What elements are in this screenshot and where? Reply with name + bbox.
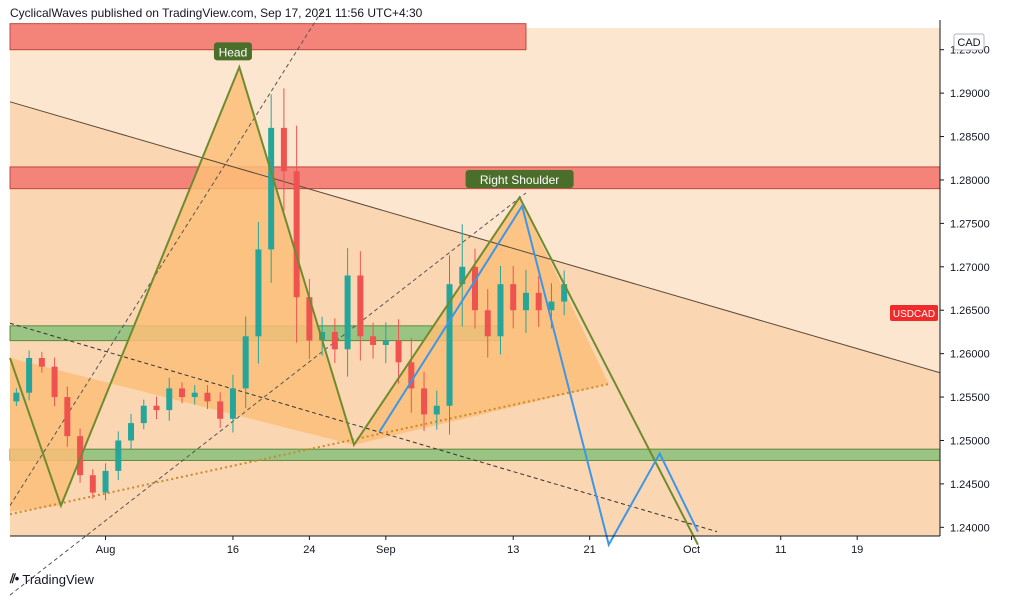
candle-body [472, 266, 478, 311]
candle-body [382, 340, 389, 345]
candle-body [268, 127, 275, 250]
candle-body [64, 397, 71, 437]
candle-body [548, 301, 555, 311]
x-tick-label: Sep [376, 544, 396, 556]
candle-body [331, 331, 338, 350]
candle-body [433, 405, 440, 415]
upper-trendline [9, 101, 941, 374]
candle-body [522, 292, 529, 311]
y-tick-label: 1.27500 [950, 218, 990, 230]
candle-body [319, 331, 326, 341]
currency-box [953, 33, 985, 51]
candle-body [26, 357, 33, 393]
candle-body [306, 297, 313, 341]
currency-label: CAD [957, 37, 980, 49]
dotted-neckline [9, 383, 609, 516]
candle-body [497, 284, 504, 337]
candle-body [229, 388, 236, 419]
head-label: Head [219, 45, 248, 59]
right-shoulder-label-bg [465, 169, 574, 188]
candle-body [484, 310, 491, 337]
candle-body [561, 284, 568, 302]
candle-body [510, 284, 517, 311]
candle-body [280, 127, 287, 172]
y-tick-label: 1.28000 [950, 175, 990, 187]
x-tick-label: 16 [227, 544, 239, 556]
y-tick-label: 1.29000 [950, 88, 990, 100]
right-shoulder-triangle [353, 197, 609, 445]
y-tick-label: 1.24500 [950, 479, 990, 491]
candle-body [13, 392, 20, 402]
candle-body [153, 405, 160, 411]
x-tick-label: 21 [584, 544, 596, 556]
support-zone-low [9, 448, 941, 461]
head-label-bg [213, 42, 252, 61]
candle-body [242, 336, 249, 389]
candle-body [535, 292, 542, 311]
y-tick-label: 1.25000 [950, 435, 990, 447]
x-tick-label: Aug [96, 544, 116, 556]
candle-body [204, 392, 211, 402]
candle-body [370, 336, 377, 345]
x-tick-label: Oct [683, 544, 700, 556]
x-tick-label: 11 [775, 544, 786, 556]
candle-body [255, 249, 262, 337]
published-text: CyclicalWaves published on TradingView.c… [10, 6, 423, 20]
y-tick-label: 1.26000 [950, 349, 990, 361]
candle-body [166, 388, 173, 411]
tradingview-logo-icon: ⫽• [10, 571, 19, 586]
x-tick-label: 24 [303, 544, 315, 556]
footer-brand: TradingView [22, 571, 94, 587]
last-price-tag [890, 305, 938, 321]
x-tick-label: 13 [507, 544, 519, 556]
candle-body [344, 275, 351, 350]
candle-body [77, 436, 84, 476]
candle-body [51, 366, 58, 398]
candle-body [102, 470, 109, 493]
candle-body [459, 266, 466, 285]
candle-body [357, 275, 364, 337]
footer: ⫽• TradingView [10, 571, 94, 587]
candle-body [178, 388, 185, 398]
candle-body [217, 401, 224, 419]
y-tick-label: 1.27000 [950, 262, 990, 274]
candle-body [140, 405, 147, 424]
hs-pattern-outline [9, 64, 699, 546]
candle-body [293, 171, 300, 298]
candle-body [446, 284, 453, 406]
right-shoulder-label: Right Shoulder [480, 173, 559, 187]
candle-body [89, 475, 96, 493]
dashed-downtrend [9, 322, 718, 533]
blue-projection-path [378, 203, 699, 548]
candle-body [191, 392, 198, 398]
candle-body [408, 362, 415, 389]
y-tick-label: 1.28500 [950, 132, 990, 144]
candle-body [115, 440, 122, 471]
x-tick-label: 19 [851, 544, 863, 556]
candle-body [128, 423, 135, 441]
published-header: CyclicalWaves published on TradingView.c… [10, 6, 422, 20]
candle-body [38, 357, 45, 367]
candle-body [421, 388, 428, 415]
resistance-zone-top [9, 23, 527, 51]
last-price-tag-label: USDCAD [893, 309, 935, 320]
candle-body [395, 340, 402, 363]
y-tick-label: 1.25500 [950, 392, 990, 404]
y-tick-label: 1.24000 [950, 522, 990, 534]
y-tick-label: 1.26500 [950, 305, 990, 317]
